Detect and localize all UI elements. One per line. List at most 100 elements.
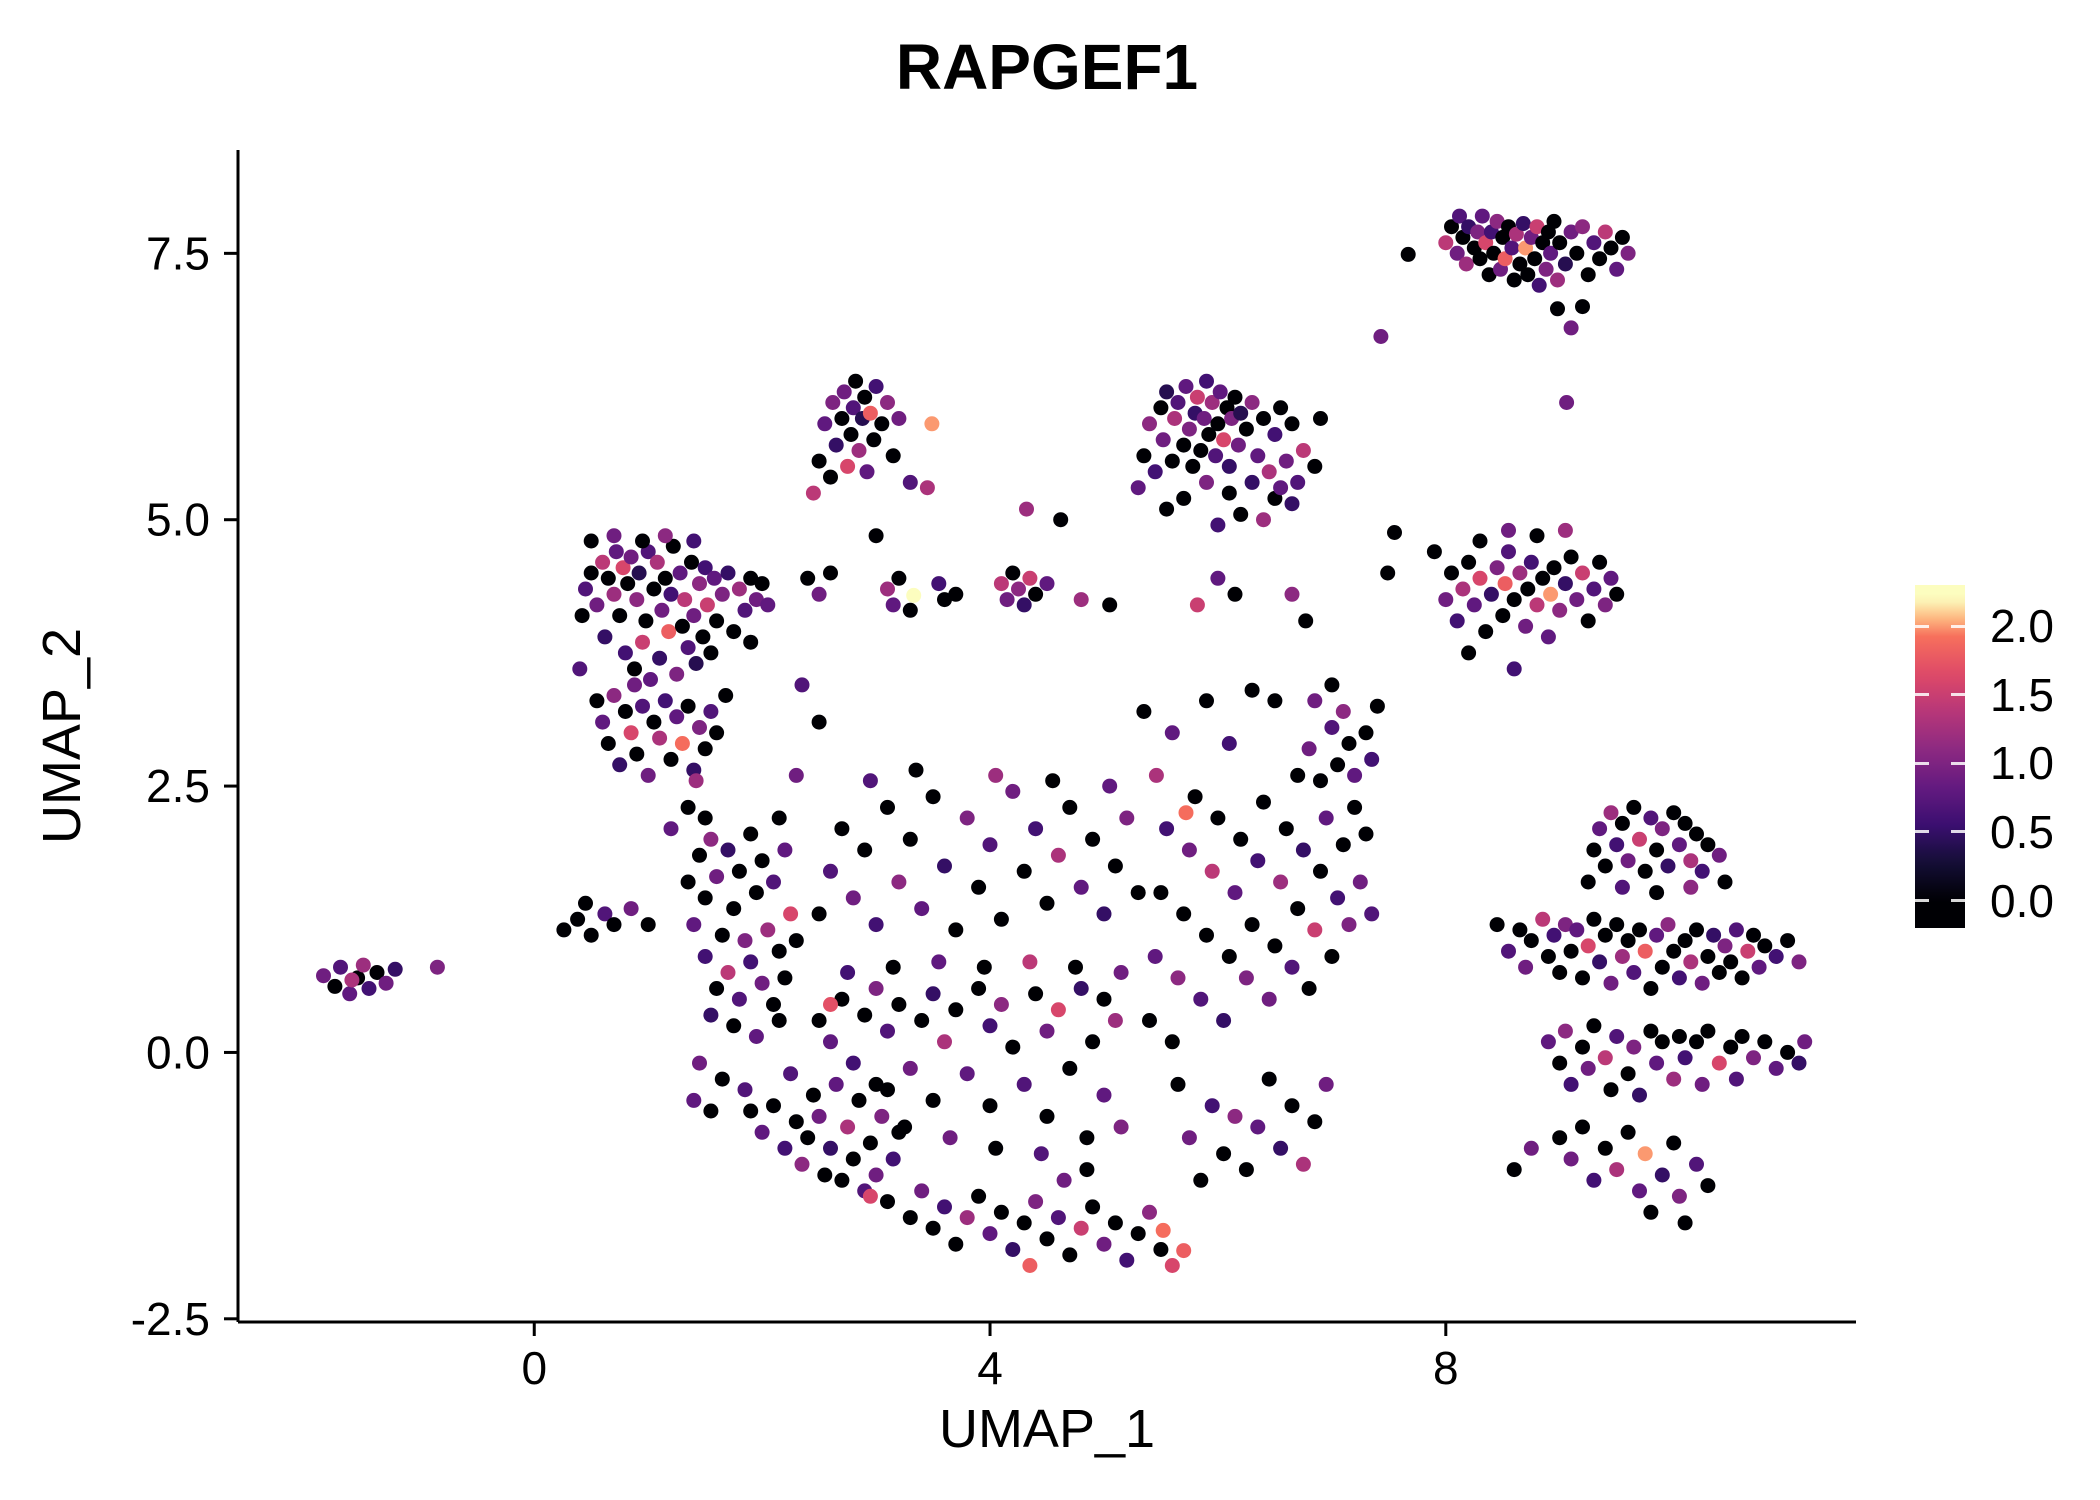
data-point <box>1757 938 1773 954</box>
data-point <box>1147 949 1163 964</box>
data-point <box>1062 1060 1078 1076</box>
data-point <box>857 842 873 858</box>
data-point <box>1531 277 1547 293</box>
data-point <box>1649 885 1665 901</box>
data-point <box>1039 576 1055 592</box>
data-point <box>868 379 884 394</box>
data-point <box>1307 458 1323 474</box>
data-point <box>874 416 890 432</box>
data-point <box>1056 1172 1072 1188</box>
data-point <box>811 714 827 730</box>
data-point <box>1073 592 1089 608</box>
data-point <box>982 1226 998 1242</box>
data-point <box>1711 965 1727 980</box>
data-point <box>885 959 901 975</box>
data-point <box>1062 1247 1078 1263</box>
data-point <box>1603 805 1619 821</box>
data-point <box>1227 389 1243 405</box>
data-point <box>1178 379 1194 394</box>
data-point <box>1734 1029 1750 1044</box>
data-point <box>1005 783 1021 799</box>
data-point <box>627 661 642 677</box>
data-point <box>1324 949 1340 964</box>
data-point <box>706 570 722 586</box>
data-point <box>880 799 895 815</box>
data-point <box>1216 1013 1232 1028</box>
data-point <box>1677 1050 1693 1066</box>
data-point <box>1575 970 1590 986</box>
data-point <box>583 533 599 549</box>
data-point <box>1196 411 1212 426</box>
data-point <box>629 746 645 762</box>
data-point <box>1478 624 1494 640</box>
data-point <box>1102 597 1118 613</box>
data-point <box>1290 474 1306 490</box>
data-point <box>1483 586 1499 602</box>
data-point <box>834 1172 850 1188</box>
data-point <box>1181 1130 1197 1146</box>
data-point <box>1592 954 1608 970</box>
data-point <box>1301 741 1317 757</box>
data-point <box>674 736 690 751</box>
data-point <box>1569 922 1585 938</box>
data-point <box>976 959 992 975</box>
data-point <box>1552 602 1568 618</box>
data-point <box>718 688 734 703</box>
data-point <box>1734 970 1750 986</box>
data-point <box>1284 959 1300 975</box>
data-point <box>595 554 611 570</box>
data-point <box>1603 975 1619 991</box>
data-point <box>1550 272 1565 288</box>
data-point <box>857 1007 873 1023</box>
data-point <box>1535 911 1551 927</box>
data-point <box>646 581 662 597</box>
data-point <box>1557 576 1573 592</box>
data-point <box>1632 1183 1647 1199</box>
data-point <box>663 586 679 602</box>
data-point <box>1711 847 1727 863</box>
data-point <box>1227 1108 1243 1124</box>
data-point <box>880 581 895 597</box>
data-point <box>1689 922 1704 938</box>
data-point <box>1233 405 1249 421</box>
data-point <box>1797 1034 1813 1050</box>
data-point <box>1119 810 1135 826</box>
data-point <box>1267 693 1283 709</box>
data-point <box>635 698 650 714</box>
data-point <box>731 991 747 1007</box>
data-point <box>1199 373 1214 389</box>
data-point <box>654 602 670 618</box>
data-point <box>652 650 668 666</box>
data-point <box>1694 975 1710 991</box>
data-point <box>1552 965 1568 980</box>
data-point <box>1529 219 1545 235</box>
data-point <box>1472 251 1488 267</box>
data-point <box>1136 448 1152 464</box>
data-point <box>1324 677 1340 693</box>
data-point <box>1654 959 1670 975</box>
data-point <box>1193 1172 1209 1188</box>
data-point <box>699 597 715 613</box>
data-point <box>1481 267 1497 283</box>
data-point <box>1301 981 1317 996</box>
data-point <box>1028 586 1044 602</box>
data-point <box>1546 213 1562 229</box>
data-point <box>743 826 759 842</box>
data-point <box>1597 224 1613 240</box>
data-point <box>1563 549 1579 565</box>
data-point <box>1550 301 1565 317</box>
data-point <box>709 613 725 629</box>
data-point <box>1666 805 1682 821</box>
data-point <box>1318 810 1334 826</box>
data-point <box>617 645 633 661</box>
data-point <box>1609 1162 1625 1178</box>
data-point <box>1295 1156 1311 1172</box>
data-point <box>1626 965 1642 980</box>
data-point <box>1250 1119 1266 1135</box>
data-point <box>771 1013 787 1028</box>
data-point <box>1470 224 1486 240</box>
data-point <box>845 890 861 906</box>
data-point <box>931 576 947 592</box>
data-point <box>925 789 941 805</box>
data-point <box>1557 1023 1573 1039</box>
